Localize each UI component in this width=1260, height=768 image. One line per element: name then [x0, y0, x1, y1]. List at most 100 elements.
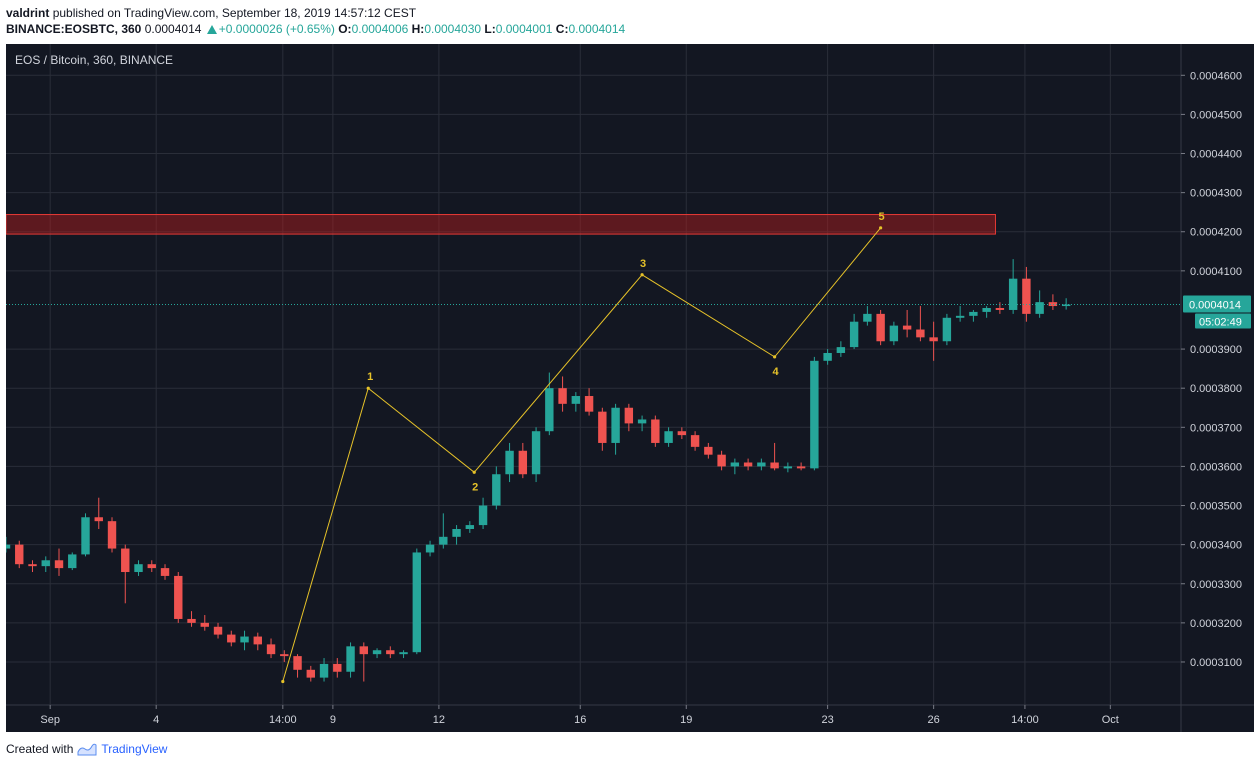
candle-body [134, 564, 143, 573]
high-value: 0.0004030 [424, 22, 482, 36]
candle [611, 403, 620, 455]
candle [637, 415, 647, 432]
candle-body [121, 548, 130, 573]
last-price-tag: 0.0004014 05:02:49 [1183, 295, 1251, 329]
candle [425, 540, 435, 557]
candle-body [1008, 278, 1018, 310]
candle-body [1048, 302, 1058, 307]
y-tick-label: 0.0003600 [1190, 461, 1242, 473]
candle-body [333, 663, 342, 672]
y-tick-label: 0.0003900 [1190, 344, 1242, 356]
low-value: 0.0004001 [495, 22, 553, 36]
high-label: H: [411, 22, 425, 36]
candle [200, 615, 209, 631]
candle [147, 560, 156, 573]
candle [704, 442, 713, 459]
candle-body [253, 636, 262, 645]
candle-body [863, 313, 872, 322]
candle-body [280, 654, 289, 657]
candle [293, 654, 302, 678]
quote-bar: BINANCE:EOSBTC, 360 0.0004014 +0.0000026… [6, 21, 625, 37]
candle-body [929, 337, 938, 342]
candle [15, 540, 24, 569]
candle-body [54, 560, 64, 569]
candle [584, 388, 594, 416]
tradingview-link[interactable]: TradingView [101, 742, 168, 756]
candle-body [200, 622, 209, 627]
candle-body [94, 517, 103, 522]
candle [757, 458, 766, 471]
candle [598, 407, 607, 451]
candle-body [213, 626, 223, 635]
candle-body [107, 521, 117, 549]
candle [452, 525, 461, 545]
candle-body [982, 308, 991, 312]
candle-body [598, 411, 607, 443]
candle [6, 536, 11, 553]
candle [253, 632, 262, 651]
time-axis[interactable]: Sep 4 14:00 9 12 16 19 23 26 14:00 Oct [40, 705, 1119, 726]
wave-label-5: 5 [879, 211, 885, 223]
candle [160, 564, 170, 580]
candle [81, 513, 90, 557]
x-tick-label: Oct [1102, 714, 1119, 726]
price-change: +0.0000026 (+0.65%) [218, 22, 335, 36]
author-name[interactable]: valdrint [6, 6, 50, 20]
candle-body [611, 407, 620, 443]
candle [836, 341, 846, 357]
candle-body [425, 544, 435, 553]
symbol-label: BINANCE:EOSBTC, 360 [6, 22, 142, 36]
elliott-wave[interactable]: 1 2 3 4 5 [281, 211, 885, 684]
candle-body [6, 544, 11, 549]
candle-body [571, 396, 581, 404]
candle [783, 462, 793, 473]
x-tick-label: 23 [821, 714, 833, 726]
candle-body [743, 462, 753, 467]
candle-body [969, 311, 978, 316]
candle [68, 552, 77, 571]
candle [677, 427, 687, 440]
candle-body [717, 454, 726, 467]
candle [1008, 259, 1018, 314]
price-axis[interactable]: 0.0004600 0.0004500 0.0004400 0.0004300 0.00… [1181, 70, 1242, 669]
candle [280, 650, 289, 662]
x-tick-label: 19 [680, 714, 692, 726]
y-tick-label: 0.0003700 [1190, 422, 1242, 434]
candle [41, 556, 50, 573]
candle-body [505, 450, 514, 475]
wave-label-2: 2 [472, 481, 478, 493]
countdown-value: 05:02:49 [1199, 316, 1242, 328]
candle [399, 650, 408, 659]
resistance-zone[interactable] [6, 214, 996, 235]
candle [134, 560, 143, 576]
candle [94, 497, 103, 529]
candle [1035, 290, 1044, 318]
candle-body [319, 663, 329, 678]
candle [346, 642, 355, 678]
candle [810, 356, 819, 471]
candle-body [266, 644, 276, 655]
candle [54, 548, 64, 576]
candle-body [41, 560, 50, 567]
candle [187, 611, 196, 627]
candle-body [1035, 302, 1044, 314]
candle [213, 622, 223, 639]
candle-body [955, 315, 965, 318]
candle-body [531, 431, 541, 475]
x-tick-label: 4 [153, 714, 159, 726]
candle-body [664, 431, 673, 443]
y-tick-label: 0.0004300 [1190, 188, 1242, 200]
y-tick-label: 0.0004100 [1190, 266, 1242, 278]
wave-point [640, 273, 644, 277]
candle-body [346, 646, 355, 672]
candle-body [386, 650, 395, 655]
x-tick-label: 26 [928, 714, 940, 726]
candle [372, 648, 382, 659]
wave-point [366, 386, 370, 390]
close-value: 0.0004014 [568, 22, 626, 36]
candle [505, 442, 514, 483]
candle-body [240, 636, 249, 643]
candle-body [584, 396, 594, 412]
candle-body [81, 517, 90, 555]
